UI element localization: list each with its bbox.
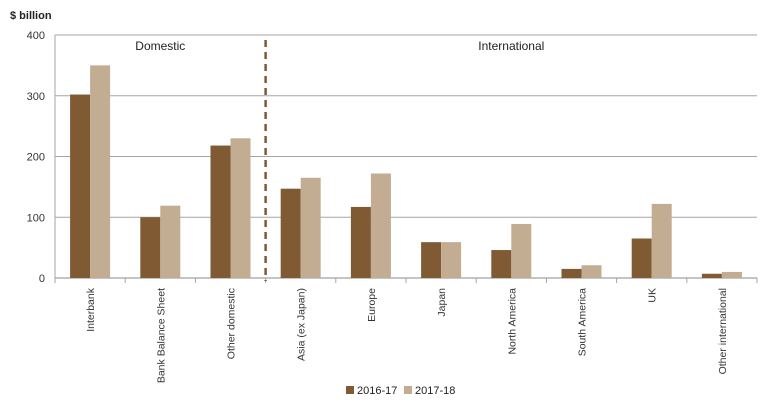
bar-2016-17-europe — [350, 206, 371, 278]
bar-2017-18-japan — [441, 242, 462, 278]
region-label-international: International — [478, 39, 544, 53]
legend-label: 2016-17 — [357, 385, 397, 397]
bar-2016-17-japan — [421, 242, 442, 278]
x-axis-category-labels: Interbank Bank Balance Sheet Other domesti… — [85, 287, 729, 383]
y-tick-label: 100 — [27, 212, 45, 224]
bar-2016-17-north-america — [491, 250, 512, 278]
x-category-label: Interbank — [85, 287, 97, 332]
legend-swatch — [346, 386, 354, 394]
bar-2017-18-south-america — [581, 265, 602, 278]
bar-2016-17-asia-ex-japan- — [280, 188, 301, 278]
legend-swatch — [404, 386, 412, 394]
y-tick-label: 200 — [27, 152, 45, 164]
y-tick-label: 400 — [27, 30, 45, 42]
y-tick-label: 300 — [27, 91, 45, 103]
bar-2016-17-south-america — [561, 268, 582, 278]
x-category-label: Europe — [366, 288, 378, 322]
bar-2017-18-other-domestic — [230, 138, 251, 278]
x-category-label: UK — [647, 288, 659, 303]
bar-2016-17-bank-balance-sheet — [140, 217, 161, 278]
region-label-domestic: Domestic — [135, 39, 185, 53]
x-category-label: North America — [506, 288, 518, 355]
y-axis-ticks: 0 100 200 300 400 — [27, 30, 45, 285]
bar-2016-17-interbank — [70, 94, 91, 278]
bar-2016-17-uk — [631, 238, 652, 278]
x-category-label: South America — [577, 288, 589, 356]
region-labels: Domestic International — [135, 39, 544, 53]
x-category-label: Bank Balance Sheet — [155, 288, 167, 383]
x-category-label: Japan — [436, 288, 448, 317]
x-category-label: Other domestic — [226, 288, 238, 359]
y-axis-unit-label: $ billion — [10, 10, 52, 22]
bars — [70, 65, 742, 278]
legend: 2016-17 2017-18 — [346, 385, 455, 397]
bar-2017-18-bank-balance-sheet — [160, 205, 181, 278]
bar-2017-18-other-international — [721, 271, 742, 278]
x-category-label: Asia (ex Japan) — [296, 288, 308, 361]
bar-2016-17-other-domestic — [210, 145, 231, 278]
bar-2017-18-north-america — [511, 223, 532, 278]
x-category-label: Other international — [717, 288, 729, 374]
legend-label: 2017-18 — [415, 385, 455, 397]
bar-2017-18-interbank — [90, 65, 111, 278]
bar-2017-18-uk — [651, 203, 672, 278]
y-tick-label: 0 — [39, 273, 45, 285]
bar-2016-17-other-international — [701, 273, 722, 278]
bar-2017-18-asia-ex-japan- — [300, 177, 321, 278]
bar-2017-18-europe — [370, 173, 391, 278]
